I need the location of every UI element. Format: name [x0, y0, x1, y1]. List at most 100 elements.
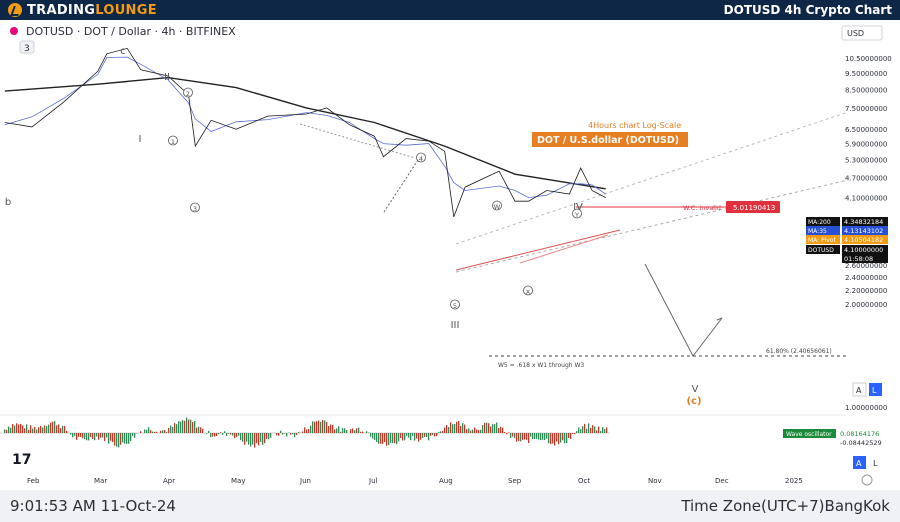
oscillator-bar [540, 433, 542, 441]
price-tag-value: 4.34832184 [844, 218, 883, 226]
oscillator-bar [30, 425, 32, 433]
oscillator-bar [508, 432, 510, 433]
oscillator-bar [392, 433, 394, 444]
oscillator-bar [228, 433, 230, 434]
oscillator-bar [302, 431, 304, 433]
oscillator-bar [408, 433, 410, 438]
oscillator-bar [430, 433, 432, 436]
oscillator-bar [50, 422, 52, 433]
oscillator-value2: -0.08442529 [840, 439, 882, 447]
oscillator-bar [474, 427, 476, 433]
oscillator-bar [342, 428, 344, 433]
oscillator-bar [198, 426, 200, 433]
oscillator-bar [206, 433, 208, 434]
wc-invalid-label: W.C. invalid [683, 204, 721, 212]
log-scale-label-2[interactable]: L [873, 459, 878, 468]
oscillator-bar [548, 433, 550, 444]
y-tick-label: 5.90000000 [845, 141, 887, 149]
oscillator-bar [130, 433, 132, 442]
oscillator-bar [354, 430, 356, 433]
oscillator-bar [580, 429, 582, 433]
settings-icon[interactable] [861, 474, 873, 486]
oscillator-bar [160, 430, 162, 433]
oscillator-bar [118, 433, 120, 448]
oscillator-bar [590, 427, 592, 433]
y-tick-label: 5.30000000 [845, 156, 887, 164]
oscillator-bar [442, 430, 444, 433]
oscillator-bar [482, 425, 484, 433]
oscillator-bar [112, 433, 114, 443]
channel-top [455, 111, 849, 245]
oscillator-bar [368, 432, 370, 433]
x-tick-label: May [231, 477, 245, 485]
oscillator-bar [236, 433, 238, 437]
price-tag-label: DOTUSD [808, 247, 834, 254]
oscillator-bar [414, 433, 416, 441]
oscillator-bar [240, 433, 242, 441]
oscillator-bar [594, 426, 596, 433]
oscillator-bar [532, 433, 534, 440]
auto-scale-button[interactable] [852, 382, 867, 397]
oscillator-bar [542, 433, 544, 440]
wave-label: II [164, 72, 170, 83]
oscillator-bar [418, 433, 420, 442]
oscillator-bar [452, 424, 454, 433]
price-tag-label-box [806, 245, 840, 254]
oscillator-bar [192, 422, 194, 433]
wave-label: 5 [453, 302, 457, 310]
wave-label-circle [450, 299, 460, 310]
logo: TRADINGLOUNGE [8, 2, 157, 18]
oscillator-bar [576, 431, 578, 433]
wave-label: IV [573, 202, 583, 213]
oscillator-bar [294, 433, 296, 438]
wave-label: X [526, 288, 531, 296]
oscillator-bar [552, 433, 554, 444]
oscillator-bar [80, 433, 82, 438]
indicator-count-box[interactable] [19, 40, 35, 54]
oscillator-bar [526, 433, 528, 440]
oscillator-bar [346, 429, 348, 433]
oscillator-bar [230, 433, 232, 435]
oscillator-bar [172, 427, 174, 433]
oscillator-bar [258, 433, 260, 446]
oscillator-bar [376, 433, 378, 442]
footer-timezone: Time Zone(UTC+7)BangKok [681, 497, 890, 515]
fib-label: 61.80% (2.40656061) [766, 348, 832, 355]
oscillator-bar [486, 422, 488, 433]
oscillator-bar [582, 426, 584, 433]
oscillator-bar [22, 425, 24, 433]
log-scale-button[interactable] [869, 383, 882, 396]
y-tick-label: 4.10000000 [845, 195, 887, 203]
y-tick-label: 7.50000000 [845, 105, 887, 113]
wave-label: Y [574, 211, 579, 219]
oscillator-bar [146, 429, 148, 433]
oscillator-bar [202, 428, 204, 433]
oscillator-bar [402, 433, 404, 441]
logo-icon [8, 3, 22, 17]
oscillator-bar [190, 419, 192, 433]
auto-scale-button-2[interactable] [853, 456, 866, 469]
chart-area[interactable]: DOTUSD · DOT / Dollar · 4h · BITFINEX 3 … [0, 20, 900, 490]
oscillator-bar [518, 433, 520, 442]
price-tag-value-box [842, 235, 888, 244]
oscillator-bar [218, 433, 220, 434]
oscillator-bar [104, 433, 106, 442]
price-tag-label-box [806, 235, 840, 244]
oscillator-bar [568, 433, 570, 439]
oscillator-bar [530, 433, 532, 437]
oscillator-bar [336, 428, 338, 433]
oscillator-bar [292, 433, 294, 435]
oscillator-bar [358, 427, 360, 433]
oscillator-bar [124, 433, 126, 444]
oscillator-bar [324, 420, 326, 433]
oscillator-bar [438, 431, 440, 433]
oscillator-bar [560, 433, 562, 443]
oscillator-bar [510, 433, 512, 439]
oscillator-bar [16, 423, 18, 433]
oscillator-bar [444, 427, 446, 433]
oscillator-bar [46, 426, 48, 433]
oscillator-bar [528, 433, 530, 444]
oscillator-bar [8, 426, 10, 433]
y-tick-label: 2.60000000 [845, 262, 887, 270]
currency-select[interactable] [841, 25, 883, 41]
